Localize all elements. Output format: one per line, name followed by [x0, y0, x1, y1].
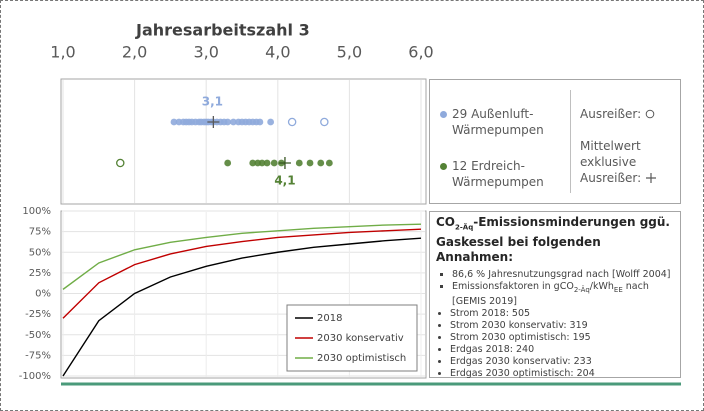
y-tick-label: 0% [35, 289, 51, 300]
outlier [116, 158, 125, 168]
outlier [320, 117, 329, 127]
notes-list: 86,6 % Jahresnutzungsgrad nach [Wolff 20… [436, 269, 674, 308]
factor-item: Strom 2030 optimistisch: 195 [450, 332, 674, 344]
point [230, 118, 237, 126]
legend-label: 29 Außenluft-Wärmepumpen [452, 107, 544, 137]
line [62, 237, 422, 377]
x-tick-label: 6,0 [408, 43, 433, 62]
point [224, 118, 232, 126]
y-tick-label: -50% [25, 330, 51, 341]
y-tick-label: -100% [19, 371, 51, 382]
factors: Emissionsfaktoren in gCO2-Äq/kWhEE nach … [452, 281, 674, 308]
factor-item: Erdgas 2030 konservativ: 233 [450, 356, 674, 368]
y-tick-label: 75% [29, 227, 51, 238]
mean-marker [278, 157, 291, 169]
legend-marker [440, 163, 447, 170]
point [170, 118, 178, 126]
outlier-legend: Ausreißer: [580, 106, 675, 122]
x-tick-label: 5,0 [337, 43, 362, 62]
factor-sub: EE [613, 286, 623, 295]
outlier [287, 117, 297, 127]
line [62, 228, 422, 319]
legend-label: 12 Erdreich-Wärmepumpen [452, 159, 544, 189]
y-tick-label: 25% [29, 268, 51, 279]
factor-item: Strom 2030 konservativ: 319 [450, 320, 674, 332]
x-tick-label: 2,0 [122, 43, 147, 62]
mean-symbol [646, 173, 656, 183]
y-tick-label: -75% [25, 350, 51, 361]
x-tick-label: 3,0 [193, 43, 218, 62]
y-tick-label: 100% [22, 206, 51, 217]
legend-label: 2030 konservativ [317, 333, 404, 344]
y-tick-label: -25% [25, 309, 51, 320]
point [249, 159, 257, 167]
point [306, 159, 314, 167]
point [224, 159, 232, 167]
factor-part: nach [GEMIS 2019] [452, 281, 649, 308]
factor-part: /kWh [589, 281, 614, 293]
point [256, 118, 264, 126]
strip-legend: Ausreißer: Mittelwert exklusive Ausreiße… [429, 79, 681, 204]
factor-item: Strom 2018: 505 [450, 308, 674, 320]
legend-label: 2030 optimistisch [317, 353, 406, 364]
outlier-label: Ausreißer: [580, 107, 642, 121]
x-tick-label: 4,0 [265, 43, 290, 62]
notes-panel: CO2-Äq-Emissionsminderungen ggü. Gaskess… [429, 211, 681, 380]
chart-title: Jahresarbeitszahl 3 [135, 21, 310, 40]
factor-item: Erdgas 2030 optimistisch: 204 [450, 368, 674, 380]
outlier-symbol [645, 109, 655, 119]
title-sub: 2-Äq [455, 223, 474, 232]
x-tick-label: 1,0 [50, 43, 75, 62]
point [267, 118, 275, 126]
title-part: -Emissionsminderungen ggü. Gaskessel bei… [436, 215, 670, 265]
mean-marker [207, 116, 220, 128]
point [258, 159, 266, 167]
factor-sub: 2-Äq [573, 286, 590, 295]
factor-part: Emissionsfaktoren in gCO [452, 281, 574, 293]
line [62, 223, 422, 290]
mean-label: Mittelwert exklusive Ausreißer: [580, 139, 642, 185]
legend-divider [570, 90, 571, 193]
point [317, 159, 325, 167]
point [295, 159, 303, 167]
factor-items: Strom 2018: 505Strom 2030 konservativ: 3… [436, 308, 674, 380]
y-tick-label: 50% [29, 247, 51, 258]
point [270, 159, 278, 167]
mean-label: 4,1 [274, 174, 295, 188]
title-part: CO [436, 215, 456, 229]
point [325, 159, 333, 167]
point [263, 159, 271, 167]
mean-legend: Mittelwert exklusive Ausreißer: [580, 138, 675, 186]
mean-label: 3,1 [202, 95, 223, 109]
assumption: 86,6 % Jahresnutzungsgrad nach [Wolff 20… [452, 269, 674, 281]
strip-frame [60, 78, 427, 205]
legend-marker [440, 111, 447, 118]
factor-item: Erdgas 2018: 240 [450, 344, 674, 356]
notes-title: CO2-Äq-Emissionsminderungen ggü. Gaskess… [436, 215, 674, 265]
legend-label: 2018 [317, 313, 342, 324]
